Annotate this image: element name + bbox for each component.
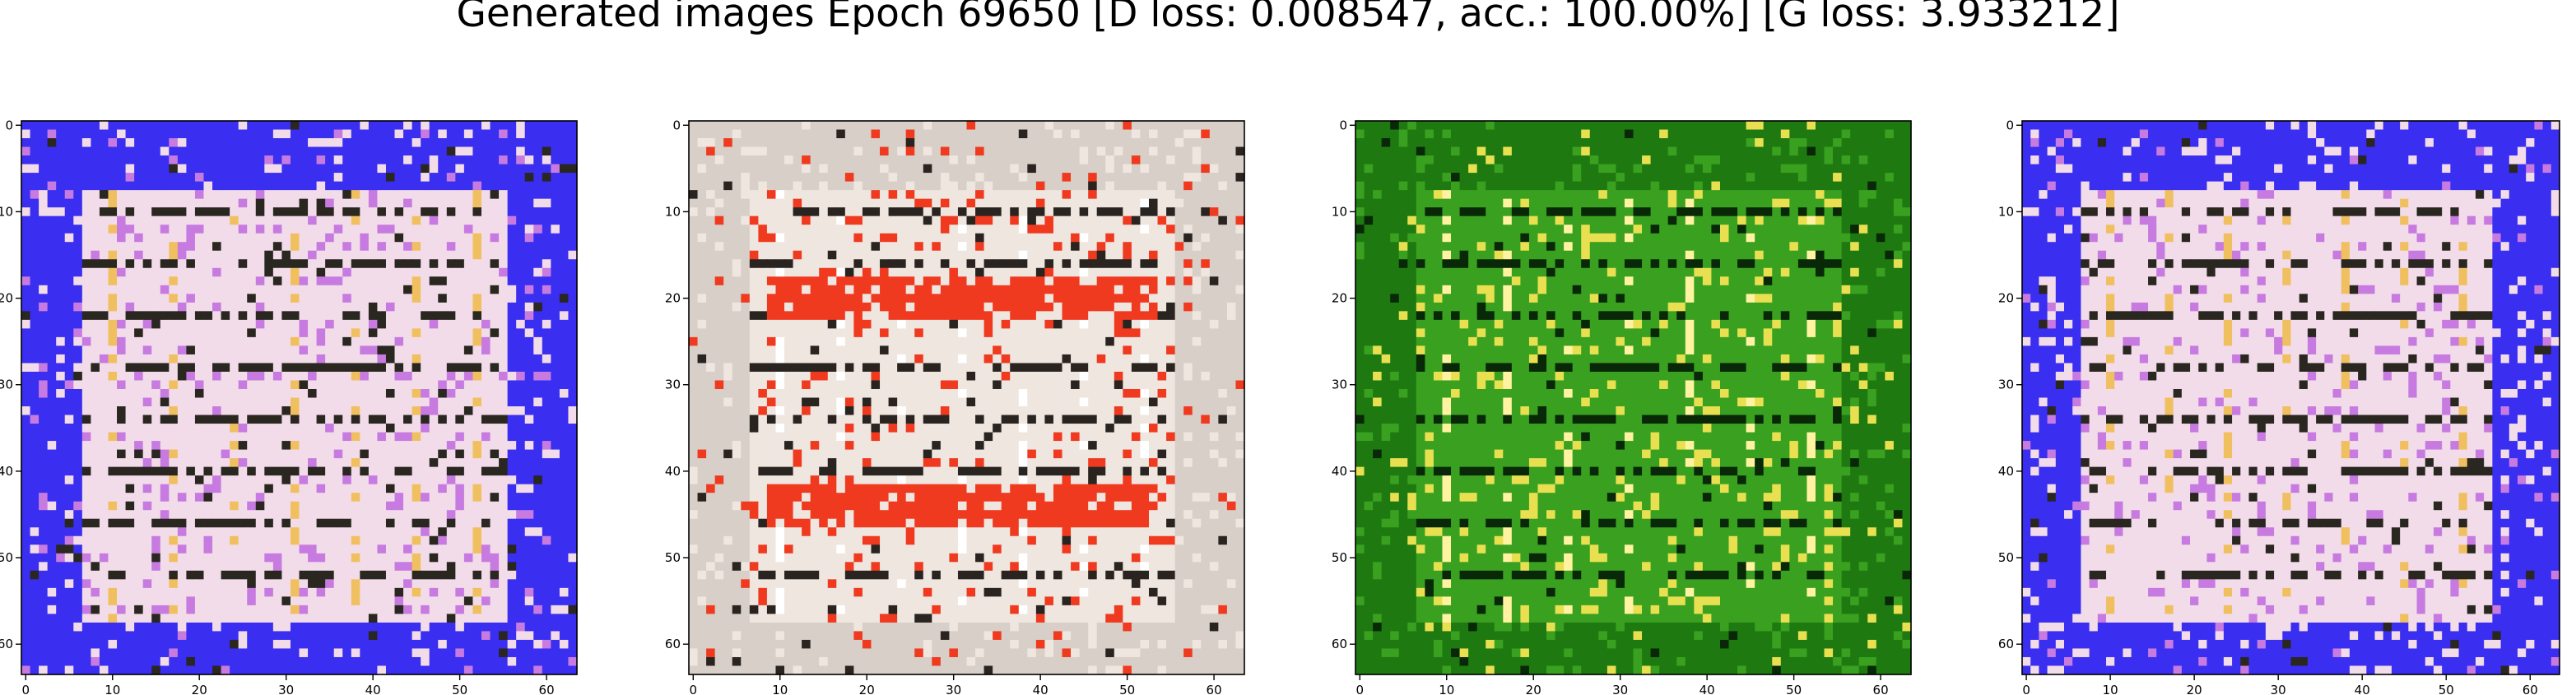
- x-tick-label: 30: [946, 683, 961, 695]
- x-tick-label: 30: [1612, 683, 1628, 695]
- x-tick-label: 40: [365, 683, 381, 695]
- y-tick-label: 30: [0, 378, 13, 392]
- y-tick-label: 20: [1998, 291, 2014, 306]
- y-tick-label: 10: [665, 204, 681, 219]
- y-tick-label: 60: [1332, 637, 1347, 651]
- y-tick-label: 40: [1332, 464, 1347, 479]
- x-tick-label: 10: [1439, 683, 1454, 695]
- generated-image-2: [689, 121, 1245, 675]
- x-tick-label: 40: [1033, 683, 1049, 695]
- y-tick-label: 50: [1332, 550, 1347, 565]
- x-tick-label: 50: [1786, 683, 1802, 695]
- x-tick-label: 0: [2022, 683, 2030, 695]
- image-panel-4: 0 10 20 30 40 50 60 0 10 20 30 40 50 60: [1998, 118, 2560, 695]
- y-tick-label: 10: [1332, 204, 1347, 219]
- y-tick-label: 50: [0, 550, 13, 565]
- x-tick-label: 20: [859, 683, 875, 695]
- x-tick-label: 40: [1700, 683, 1715, 695]
- axes-frame-1: [21, 120, 578, 675]
- image-panel-2: 0 10 20 30 40 50 60 0 10 20 30 40 50 60: [665, 118, 1245, 695]
- y-tick-label: 0: [2006, 118, 2014, 132]
- x-tick-label: 50: [1119, 683, 1135, 695]
- x-tick-label: 0: [22, 683, 30, 695]
- y-tick-label: 30: [1332, 378, 1347, 392]
- axes-frame-2: [688, 120, 1245, 675]
- axes-frame-3: [1355, 120, 1912, 675]
- x-tick-label: 10: [2103, 683, 2118, 695]
- x-tick-label: 40: [2355, 683, 2370, 695]
- figure-title: Generated images Epoch 69650 [D loss: 0.…: [456, 0, 2119, 36]
- y-tick-label: 40: [0, 464, 13, 479]
- y-tick-label: 0: [1339, 118, 1347, 132]
- x-tick-label: 60: [539, 683, 555, 695]
- x-tick-label: 20: [192, 683, 207, 695]
- y-tick-label: 0: [672, 118, 681, 132]
- generated-image-1: [21, 121, 578, 675]
- x-tick-label: 0: [690, 683, 698, 695]
- y-tick-label: 20: [1332, 291, 1347, 306]
- y-tick-label: 10: [0, 204, 13, 219]
- y-tick-label: 20: [0, 291, 13, 306]
- x-tick-label: 50: [2439, 683, 2454, 695]
- generated-image-3: [1355, 121, 1912, 675]
- x-tick-label: 60: [2523, 683, 2538, 695]
- x-tick-label: 20: [2187, 683, 2202, 695]
- x-tick-label: 0: [1356, 683, 1365, 695]
- x-tick-label: 50: [452, 683, 467, 695]
- y-tick-label: 60: [1998, 637, 2014, 651]
- x-tick-label: 60: [1207, 683, 1222, 695]
- x-tick-label: 60: [1873, 683, 1889, 695]
- x-tick-label: 30: [278, 683, 294, 695]
- y-tick-label: 0: [5, 118, 13, 132]
- y-tick-label: 60: [665, 637, 681, 651]
- y-tick-label: 30: [665, 378, 681, 392]
- axes-frame-4: [2021, 120, 2560, 675]
- y-tick-label: 30: [1998, 378, 2014, 392]
- x-tick-label: 20: [1526, 683, 1541, 695]
- image-panel-3: 0 10 20 30 40 50 60 0 10 20 30 40 50 60: [1332, 118, 1912, 695]
- x-tick-label: 30: [2271, 683, 2286, 695]
- y-tick-label: 40: [1998, 464, 2014, 479]
- y-tick-label: 40: [665, 464, 681, 479]
- y-tick-label: 10: [1998, 204, 2014, 219]
- y-tick-label: 50: [665, 550, 681, 565]
- y-tick-label: 50: [1998, 550, 2014, 565]
- y-tick-label: 60: [0, 637, 13, 651]
- x-tick-label: 10: [105, 683, 120, 695]
- generated-image-4: [2022, 121, 2560, 675]
- x-tick-label: 10: [772, 683, 788, 695]
- y-tick-label: 20: [665, 291, 681, 306]
- image-panel-1: 0 10 20 30 40 50 60 0 10 20 30 40 50 60: [0, 118, 578, 695]
